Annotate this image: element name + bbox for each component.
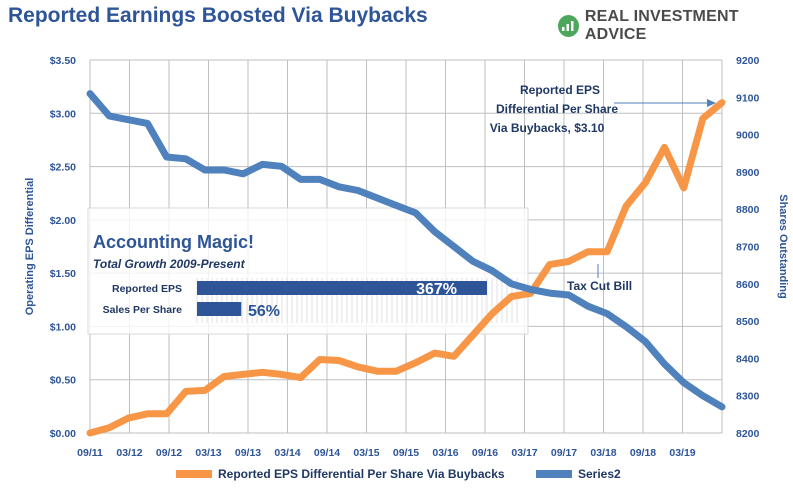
inset-bar-value-sales: 56%: [248, 303, 280, 320]
x-tick-label: 09/16: [472, 447, 498, 459]
y-left-tick-label: $0.00: [50, 428, 76, 440]
legend-label-series2: Series2: [578, 467, 621, 481]
legend-label-eps: Reported EPS Differential Per Share Via …: [218, 467, 505, 481]
x-tick-label: 09/13: [235, 447, 261, 459]
inset-subtitle: Total Growth 2009-Present: [93, 257, 246, 271]
y-right-tick-label: 8500: [736, 316, 760, 328]
y-left-tick-label: $0.50: [50, 375, 76, 387]
x-tick-label: 09/11: [77, 447, 103, 459]
x-tick-label: 09/14: [314, 447, 340, 459]
y-left-tick-label: $1.50: [50, 268, 76, 280]
annotation-tax-cut: Tax Cut Bill: [567, 279, 632, 293]
series-eps-line: [86, 99, 726, 437]
inset-box: [87, 207, 529, 335]
y-right-tick-label: 8200: [736, 428, 760, 440]
x-tick-label: 03/14: [274, 447, 300, 459]
inset-bar-label-eps: Reported EPS: [112, 283, 182, 295]
chart-logo-icon: [558, 15, 579, 37]
inset-title: Accounting Magic!: [93, 232, 254, 252]
y-left-tick-label: $1.00: [50, 321, 76, 333]
inset-panel: Accounting Magic! Total Growth 2009-Pres…: [87, 207, 529, 335]
y-right-tick-label: 8400: [736, 353, 760, 365]
series2-line: [86, 90, 726, 411]
y-left-tick-label: $2.50: [50, 162, 76, 174]
x-tick-label: 09/12: [156, 447, 182, 459]
y-right-tick-label: 8700: [736, 242, 760, 254]
y-left-tick-label: $3.00: [50, 108, 76, 120]
inset-bar-value-eps: 367%: [416, 281, 457, 298]
x-tick-label: 09/17: [551, 447, 577, 459]
brand-name: REAL INVESTMENT ADVICE: [584, 8, 739, 43]
inset-bar-eps: [197, 281, 487, 295]
y-right-tick-label: 8300: [736, 391, 760, 403]
y-left-tick-label: $3.50: [50, 55, 76, 67]
annotation-eps-line2: Differential Per Share: [496, 102, 618, 116]
inset-bar-label-sales: Sales Per Share: [103, 304, 183, 316]
x-tick-label: 03/19: [669, 447, 695, 459]
x-tick-label: 03/16: [432, 447, 458, 459]
y-right-tick-label: 9200: [736, 55, 760, 67]
y-right-tick-label: 9100: [736, 92, 760, 104]
y-right-axis-title: Shares Outstanding: [777, 194, 789, 299]
annotation-eps-line3: Via Buybacks, $3.10: [490, 121, 605, 135]
y-right-tick-label: 8900: [736, 167, 760, 179]
brand-logo: REAL INVESTMENT ADVICE: [558, 8, 793, 44]
x-tick-label: 03/13: [195, 447, 221, 459]
y-right-tick-label: 8800: [736, 204, 760, 216]
x-tick-label: 03/12: [116, 447, 142, 459]
x-tick-label: 09/15: [393, 447, 419, 459]
annotation-eps-arrowhead: [707, 99, 716, 107]
annotation-eps-line1: Reported EPS: [520, 83, 600, 97]
y-right-tick-label: 9000: [736, 130, 760, 142]
x-tick-label: 03/15: [353, 447, 379, 459]
inset-bar-sales: [197, 302, 242, 316]
y-right-tick-label: 8600: [736, 279, 760, 291]
x-tick-label: 03/18: [590, 447, 616, 459]
x-tick-label: 03/17: [511, 447, 537, 459]
x-tick-label: 09/18: [630, 447, 656, 459]
y-left-tick-label: $2.00: [50, 215, 76, 227]
y-left-axis-title: Operating EPS Differential: [24, 178, 36, 316]
chart-title: Reported Earnings Boosted Via Buybacks: [8, 4, 428, 27]
legend: Reported EPS Differential Per Share Via …: [176, 467, 621, 481]
